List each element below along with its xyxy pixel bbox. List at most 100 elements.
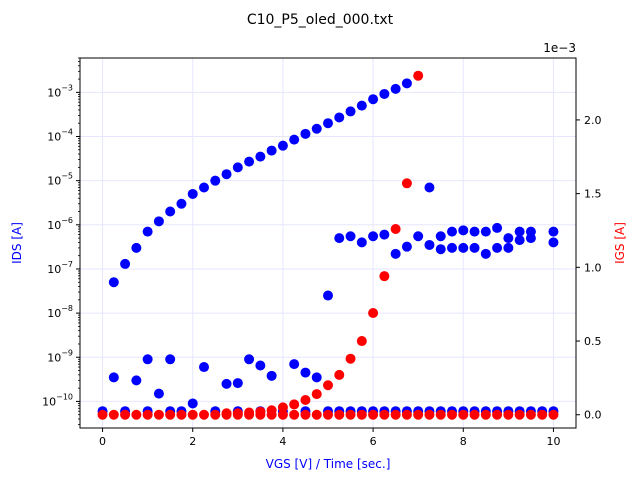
- igs-point: [413, 70, 424, 81]
- igs-point: [266, 409, 277, 420]
- left-tick-label: 10−6: [47, 216, 73, 232]
- ids-point: [492, 242, 503, 253]
- igs-point: [345, 353, 356, 364]
- ids-point: [311, 372, 322, 383]
- ids-point: [435, 244, 446, 255]
- x-tick-label: 4: [279, 435, 286, 448]
- igs-point: [334, 369, 345, 380]
- igs-point: [108, 409, 119, 420]
- igs-point: [323, 409, 333, 420]
- ids-point: [108, 372, 119, 383]
- igs-point: [97, 409, 108, 420]
- ids-point: [401, 241, 412, 252]
- ids-point: [514, 235, 525, 246]
- igs-point: [311, 389, 322, 400]
- igs-point: [458, 409, 469, 420]
- x-tick-label: 10: [546, 435, 560, 448]
- ids-point: [131, 375, 142, 386]
- igs-point: [548, 409, 559, 420]
- igs-point: [368, 308, 379, 319]
- igs-point: [153, 409, 164, 420]
- ids-point: [356, 237, 367, 248]
- ids-point: [480, 248, 491, 259]
- igs-point: [255, 409, 266, 420]
- igs-point: [142, 409, 153, 420]
- igs-point: [356, 409, 367, 420]
- ids-point: [300, 367, 311, 378]
- ids-point: [266, 370, 277, 381]
- ids-point: [153, 216, 164, 227]
- igs-point: [300, 409, 311, 420]
- igs-point: [379, 409, 390, 420]
- right-axis-label: IGS [A]: [613, 222, 627, 264]
- ids-point: [458, 242, 469, 253]
- ids-point: [458, 225, 469, 236]
- left-tick-label: 10−5: [47, 172, 73, 188]
- plot-frame: [79, 57, 577, 429]
- igs-point: [210, 409, 221, 420]
- ids-point: [255, 151, 266, 162]
- ids-point: [345, 106, 356, 117]
- ids-point: [469, 226, 480, 237]
- ids-point: [187, 398, 198, 409]
- ids-point: [199, 182, 209, 193]
- ids-point: [390, 83, 401, 94]
- right-tick-label: 2.0: [584, 114, 602, 127]
- ids-point: [232, 162, 243, 173]
- igs-point: [514, 409, 525, 420]
- ids-point: [447, 242, 457, 253]
- x-axis-label: VGS [V] / Time [sec.]: [266, 457, 391, 471]
- ids-point: [469, 242, 480, 253]
- ids-point: [176, 198, 187, 209]
- igs-point: [221, 409, 232, 420]
- igs-point: [345, 409, 356, 420]
- ids-point: [165, 354, 176, 365]
- x-tick-label: 2: [189, 435, 196, 448]
- igs-point: [525, 409, 536, 420]
- ids-point: [289, 134, 300, 145]
- igs-point: [120, 409, 131, 420]
- right-tick-label: 0.5: [584, 335, 602, 348]
- ids-point: [401, 78, 412, 89]
- igs-point: [244, 409, 255, 420]
- igs-point: [435, 409, 446, 420]
- ids-point: [165, 206, 176, 217]
- ids-point: [334, 233, 345, 244]
- ids-point: [277, 140, 288, 151]
- right-axis-offset-text: 1e−3: [543, 41, 576, 55]
- ids-point: [424, 182, 435, 193]
- igs-point: [131, 409, 142, 420]
- chart-title: C10_P5_oled_000.txt: [247, 12, 394, 28]
- igs-point: [492, 409, 503, 420]
- ids-point: [244, 354, 255, 365]
- left-tick-label: 10−8: [47, 304, 73, 320]
- igs-point: [289, 409, 300, 420]
- left-tick-label: 10−4: [47, 128, 73, 144]
- ids-point: [142, 226, 153, 237]
- ids-point: [210, 175, 221, 186]
- ids-point: [266, 145, 277, 156]
- plot-marks: [97, 70, 559, 420]
- igs-point: [289, 399, 300, 410]
- ids-point: [514, 226, 525, 237]
- igs-point: [165, 409, 176, 420]
- igs-point: [447, 409, 457, 420]
- ids-point: [142, 354, 153, 365]
- ids-point: [244, 156, 255, 167]
- x-tick-label: 8: [460, 435, 467, 448]
- ids-point: [199, 362, 209, 373]
- ids-point: [424, 239, 435, 250]
- igs-point: [323, 380, 333, 391]
- ids-point: [187, 188, 198, 199]
- igs-point: [401, 178, 412, 189]
- ids-point: [368, 231, 379, 242]
- ids-point: [232, 378, 243, 389]
- igs-point: [368, 409, 379, 420]
- ids-point: [379, 88, 390, 99]
- igs-point: [424, 409, 435, 420]
- ids-point: [221, 378, 232, 389]
- igs-point: [537, 409, 548, 420]
- igs-point: [401, 409, 412, 420]
- x-tick-label: 0: [99, 435, 106, 448]
- ids-point: [300, 128, 311, 139]
